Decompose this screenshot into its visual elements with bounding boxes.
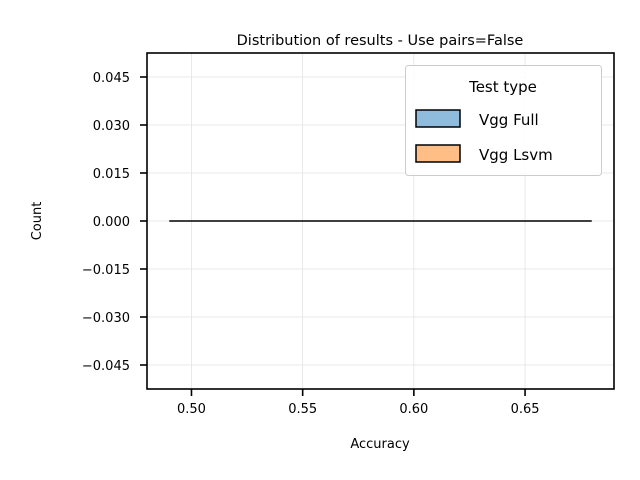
legend: Test type Vgg Full Vgg Lsvm (405, 65, 602, 176)
chart-title: Distribution of results - Use pairs=Fals… (237, 33, 524, 49)
y-tick-label: 0.045 (93, 71, 130, 86)
y-tick-label: −0.015 (82, 263, 130, 278)
legend-title: Test type (468, 78, 537, 96)
legend-label-vgg-lsvm: Vgg Lsvm (479, 146, 553, 164)
legend-swatch-vgg-lsvm (415, 144, 461, 163)
y-tick-label: 0.030 (93, 119, 130, 134)
x-tick-label: 0.50 (177, 402, 206, 417)
y-tick-label: −0.030 (82, 311, 130, 326)
y-tick-label: 0.000 (93, 215, 130, 230)
y-tick-label: −0.045 (82, 359, 130, 374)
x-tick-label: 0.55 (288, 402, 317, 417)
y-tick-label: 0.015 (93, 167, 130, 182)
legend-swatch-vgg-full (415, 109, 461, 128)
x-tick-label: 0.60 (399, 402, 428, 417)
x-tick-label: 0.65 (511, 402, 540, 417)
y-axis-label: Count (30, 202, 45, 241)
x-axis: 0.50 0.55 0.60 0.65 (177, 389, 540, 417)
x-axis-label: Accuracy (350, 437, 410, 452)
legend-label-vgg-full: Vgg Full (479, 111, 539, 129)
y-axis: 0.045 0.030 0.015 0.000 −0.015 −0.030 −0.045 (82, 71, 147, 374)
